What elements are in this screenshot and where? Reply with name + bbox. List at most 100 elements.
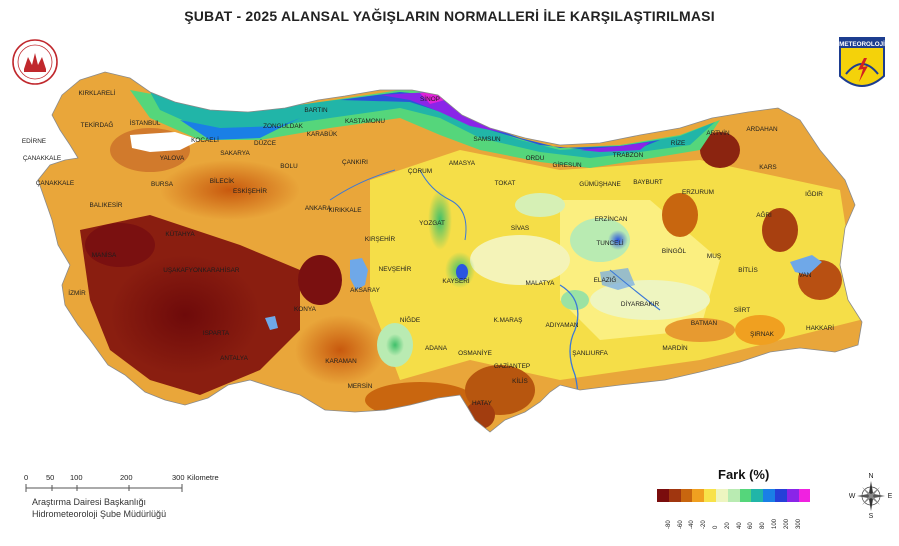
city-label: KARAMAN: [325, 358, 357, 365]
city-label: YOZGAT: [419, 220, 445, 227]
legend-swatch: [692, 489, 705, 502]
legend-tick-label: 60: [748, 522, 755, 529]
city-label: NİĞDE: [400, 315, 420, 324]
legend-tick-label: -80: [665, 520, 672, 529]
scale-tick: 0: [24, 473, 29, 482]
city-label: KAYSERİ: [442, 276, 469, 285]
compass-rose-icon: N S W E: [849, 471, 893, 520]
city-label: ŞANLIURFA: [572, 350, 608, 357]
city-label: SİİRT: [734, 305, 750, 314]
city-label: NEVŞEHİR: [379, 264, 412, 273]
city-label: SAKARYA: [220, 150, 250, 157]
meteoroloji-logo: METEOROLOJİ: [838, 36, 886, 96]
compass-east: E: [888, 493, 893, 500]
city-label: AĞRI: [756, 210, 772, 219]
city-label: TRABZON: [613, 152, 644, 159]
city-label: UŞAK: [163, 267, 181, 274]
scale-unit: Kilometre: [187, 473, 219, 482]
city-label: KARABÜK: [307, 130, 338, 138]
legend-swatch: [786, 489, 799, 502]
city-label: ELAZIĞ: [594, 275, 617, 284]
city-label: BİLECİK: [210, 176, 235, 185]
city-label: DÜZCE: [254, 139, 276, 147]
scale-line: [25, 484, 183, 492]
logo-text: METEOROLOJİ: [839, 40, 885, 48]
legend-swatch: [751, 489, 764, 502]
compass-south: S: [869, 513, 874, 519]
city-label: MARDİN: [662, 343, 688, 352]
city-label: SAMSUN: [473, 136, 501, 143]
city-label: KİLİS: [512, 376, 528, 385]
city-label: BARTIN: [304, 107, 328, 114]
city-label: IĞDIR: [805, 189, 823, 198]
legend-tick-label: -60: [677, 520, 684, 529]
city-label: TEKİRDAĞ: [81, 120, 114, 129]
city-label: BİNGÖL: [662, 246, 687, 255]
legend-swatch: [727, 489, 740, 502]
compass-west: W: [849, 493, 856, 500]
city-label: VAN: [799, 272, 812, 279]
city-label: ŞIRNAK: [750, 331, 775, 338]
country-outline: [37, 71, 863, 433]
city-label: GÜMÜŞHANE: [579, 180, 621, 188]
legend-tick-label: 80: [760, 522, 767, 529]
city-label: OSMANİYE: [458, 348, 492, 357]
city-label: KASTAMONU: [345, 118, 385, 125]
city-label: TUNCELİ: [596, 238, 624, 247]
city-label: YALOVA: [160, 155, 185, 162]
city-label: İSTANBUL: [130, 118, 161, 127]
city-label: ANKARA: [305, 205, 332, 212]
legend-tick-label: -20: [701, 520, 708, 529]
city-label: ARDAHAN: [746, 126, 778, 133]
city-label: HAKKARİ: [806, 323, 834, 332]
legend-tick-label: 100: [772, 518, 778, 529]
city-label: BURSA: [151, 181, 174, 188]
city-label: K.MARAŞ: [494, 317, 523, 324]
city-label: KIRIKKALE: [328, 207, 361, 214]
scale-tick: 50: [46, 473, 55, 482]
city-label: AFYONKARAHİSAR: [181, 265, 240, 274]
city-label: ÇORUM: [408, 168, 432, 175]
city-label: BALIKESİR: [89, 200, 122, 209]
city-label: KARS: [759, 164, 776, 171]
legend-tick-label: 20: [724, 522, 731, 529]
city-label: RİZE: [671, 138, 686, 147]
city-label: SİVAS: [511, 223, 529, 232]
legend-swatch: [668, 489, 681, 502]
city-label: ÇANKIRI: [342, 159, 368, 166]
city-label: ÇANAKKALE: [36, 180, 74, 187]
city-label: MANİSA: [92, 250, 117, 259]
city-label: BOLU: [280, 163, 298, 170]
city-label: MERSİN: [348, 381, 373, 390]
marmara-sea: [130, 132, 200, 152]
city-label: ADIYAMAN: [546, 322, 579, 329]
city-label: ERZİNCAN: [595, 214, 628, 223]
city-label: EDİRNE: [22, 136, 46, 145]
city-label: BİTLİS: [738, 265, 758, 274]
city-label: MUŞ: [707, 253, 721, 260]
city-label: ERZURUM: [682, 189, 714, 196]
city-label: ADANA: [425, 345, 448, 352]
city-label: ISPARTA: [203, 330, 230, 337]
city-label: ANTALYA: [220, 355, 248, 362]
city-label: TOKAT: [495, 180, 516, 187]
city-label: BATMAN: [691, 320, 718, 327]
city-label: ESKİŞEHİR: [233, 186, 267, 195]
legend-swatch: [763, 489, 775, 502]
city-label: MALATYA: [526, 280, 556, 287]
legend-tick-label: 200: [783, 518, 790, 529]
legend-ticks: -80 -60 -40 -20 0 20 40 60 80 100 200 300: [657, 505, 847, 531]
legend-swatch: [657, 489, 669, 502]
scale-tick: 100: [70, 473, 83, 482]
city-label: İZMİR: [68, 288, 86, 297]
city-label: ARTVİN: [706, 128, 730, 137]
scale-tick: 200: [120, 473, 133, 482]
city-label: AKSARAY: [350, 287, 380, 294]
city-label: ZONGULDAK: [263, 123, 304, 130]
legend-swatch: [798, 489, 811, 502]
city-label: SİNOP: [420, 94, 440, 103]
legend-title: Fark (%): [718, 467, 770, 482]
legend-swatch: [680, 489, 693, 502]
scale-bar: 0 50 100 200 300 Kilometre: [22, 473, 222, 493]
